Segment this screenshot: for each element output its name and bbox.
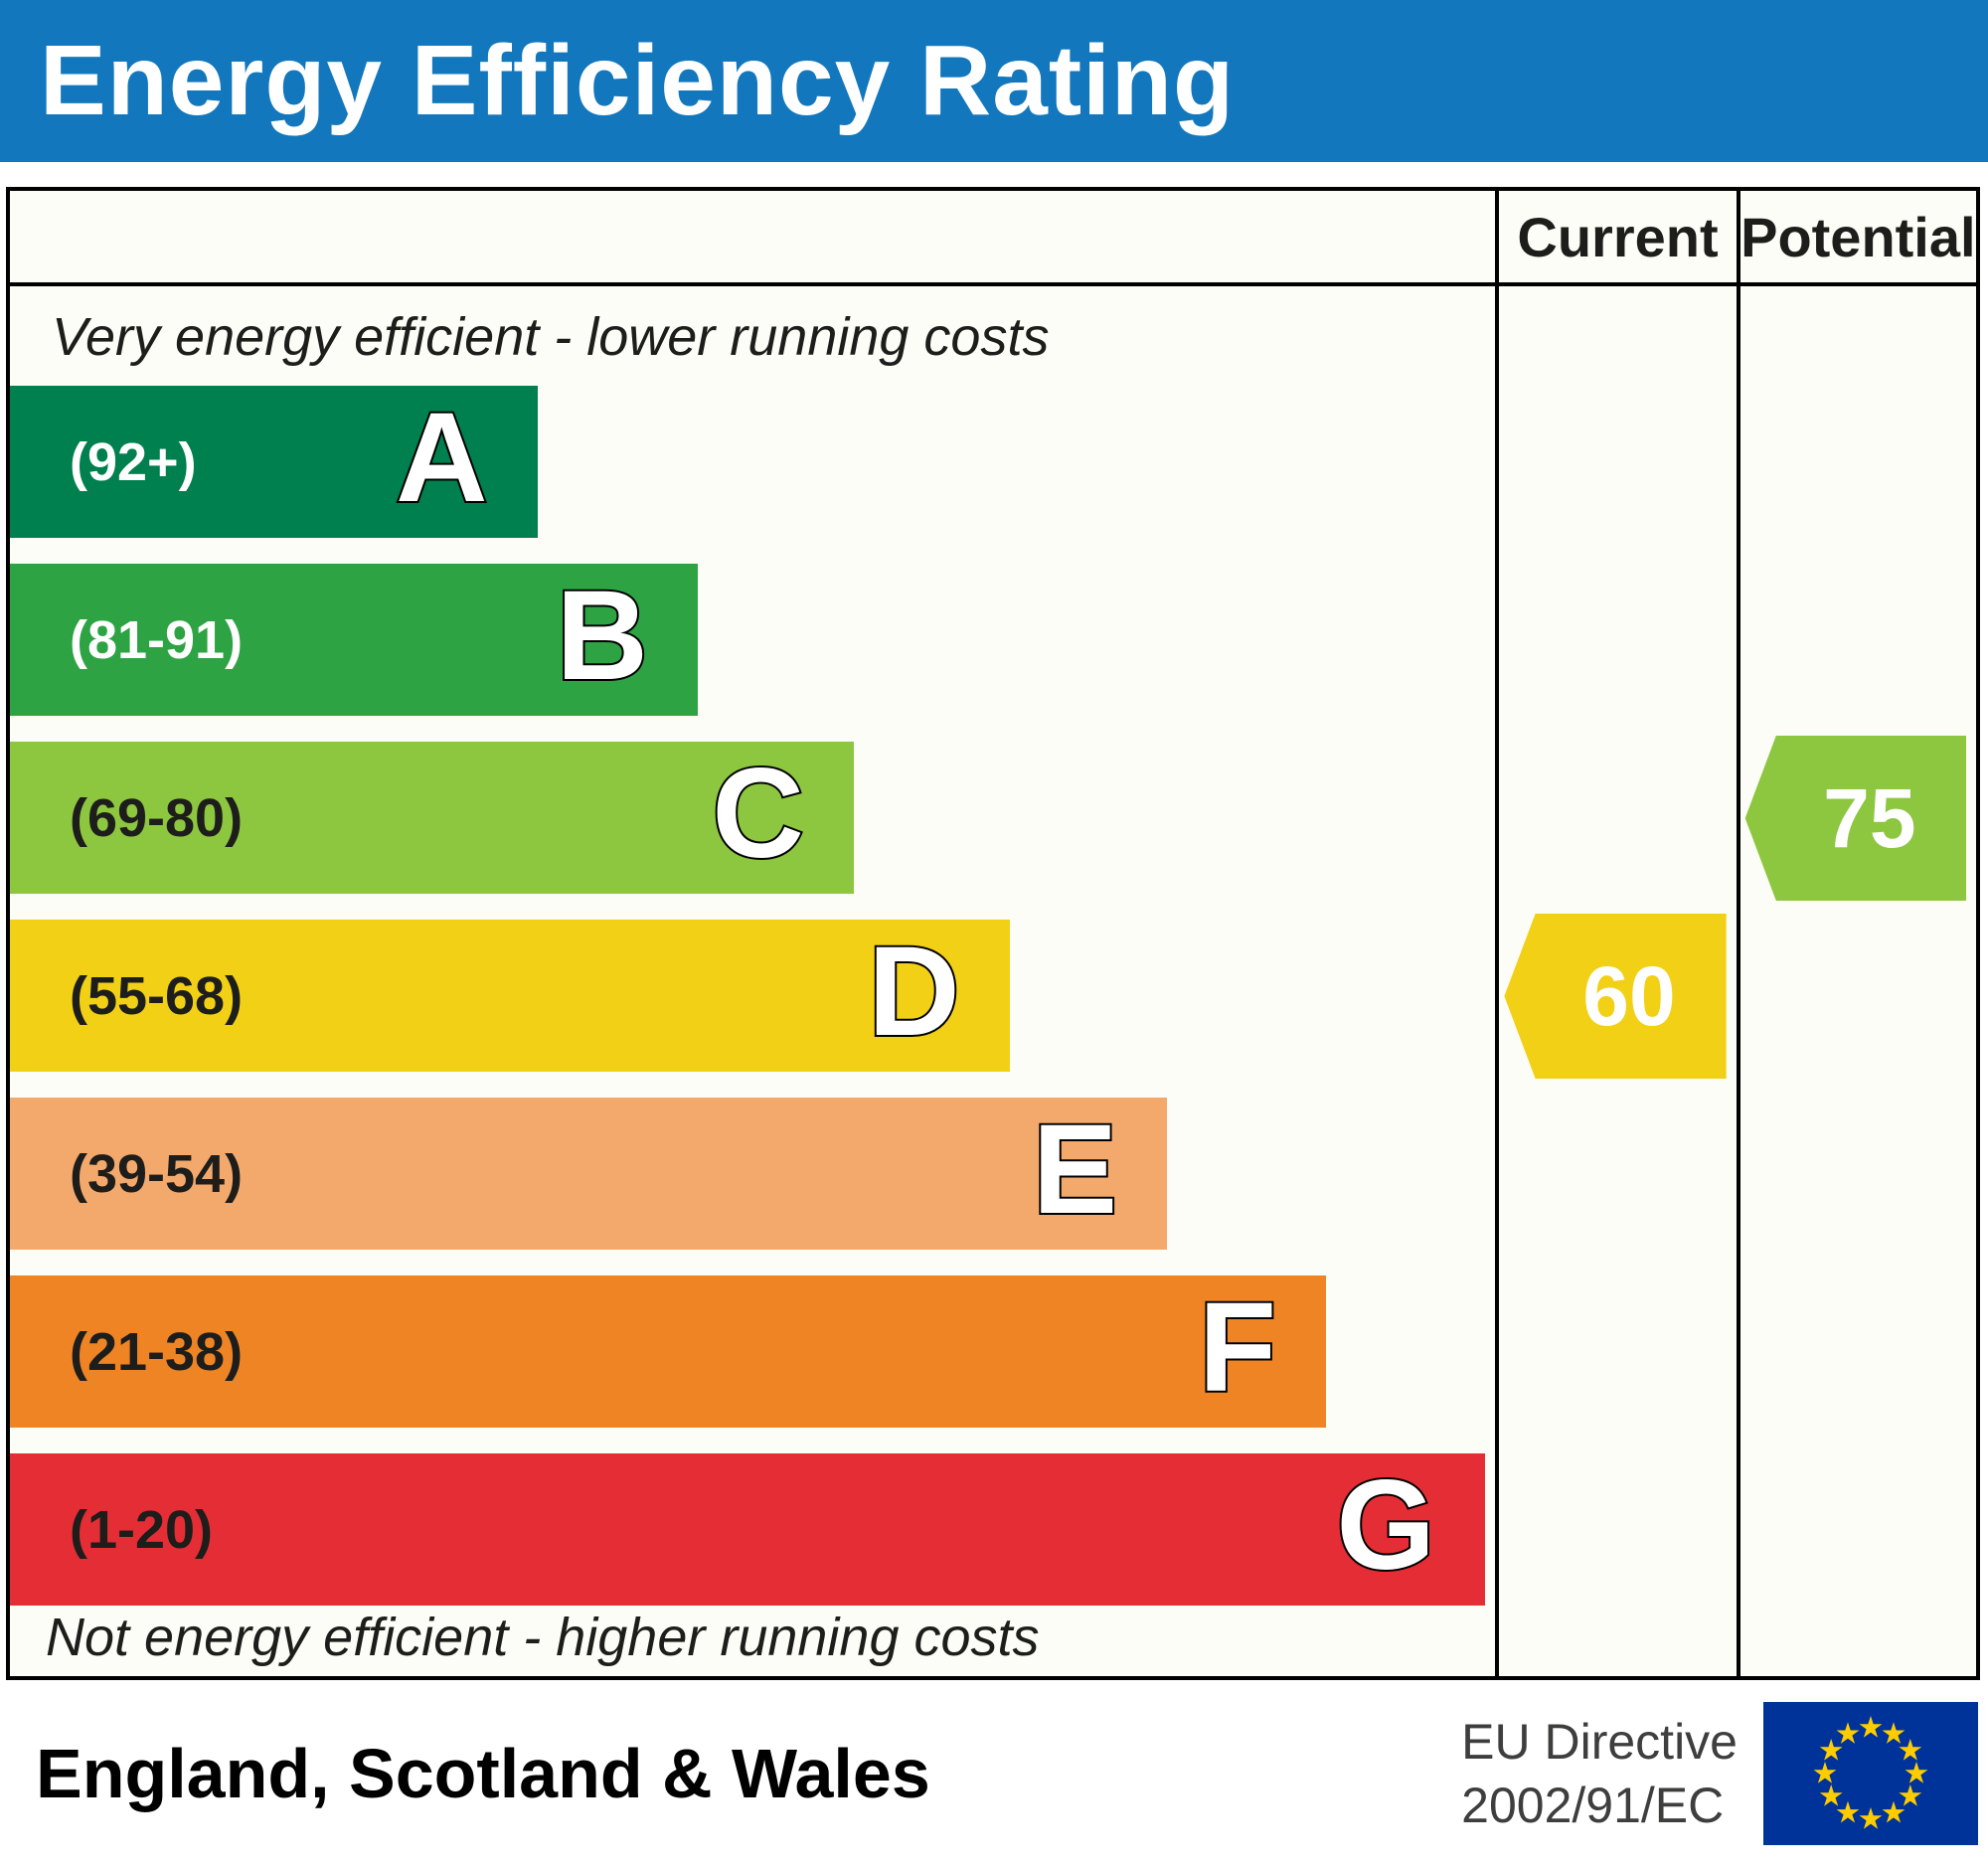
band-range-label: (1-20) bbox=[70, 1499, 214, 1560]
band-list: (92+) A (81-91) B (69-80) C (55-68) D (3… bbox=[10, 386, 1495, 1631]
band-range-label: (55-68) bbox=[70, 965, 244, 1026]
band-letter: A bbox=[394, 386, 489, 529]
header-spacer-cell bbox=[10, 191, 1496, 286]
band-letter: G bbox=[1334, 1453, 1437, 1597]
region-label: England, Scotland & Wales bbox=[36, 1735, 930, 1812]
band-range-label: (39-54) bbox=[70, 1143, 244, 1204]
potential-rating-arrow: 75 bbox=[1744, 736, 1966, 901]
title-bar: Energy Efficiency Rating bbox=[0, 0, 1988, 162]
band-letter: B bbox=[554, 564, 649, 707]
footer: England, Scotland & Wales EU Directive 2… bbox=[0, 1680, 1988, 1867]
band-letter: E bbox=[1031, 1098, 1119, 1241]
rating-chart: Current Potential Very energy efficient … bbox=[6, 187, 1980, 1680]
bands-area: Very energy efficient - lower running co… bbox=[10, 286, 1495, 1676]
current-column: 60 bbox=[1495, 286, 1736, 1676]
band-bar-b: (81-91) B bbox=[10, 564, 698, 716]
band-letter: C bbox=[710, 742, 805, 885]
band-bar-d: (55-68) D bbox=[10, 920, 1010, 1072]
bottom-note: Not energy efficient - higher running co… bbox=[46, 1608, 1040, 1667]
potential-rating-value: 75 bbox=[1823, 770, 1916, 865]
band-letter: D bbox=[866, 920, 961, 1063]
band-bar-e: (39-54) E bbox=[10, 1098, 1168, 1250]
band-range-label: (81-91) bbox=[70, 609, 244, 670]
top-note: Very energy efficient - lower running co… bbox=[52, 307, 1050, 367]
potential-column: 75 bbox=[1736, 286, 1976, 1676]
band-bar-c: (69-80) C bbox=[10, 742, 854, 894]
band-bar-f: (21-38) F bbox=[10, 1275, 1327, 1428]
eu-directive-label: EU Directive 2002/91/EC bbox=[1461, 1710, 1738, 1837]
eu-flag bbox=[1763, 1702, 1978, 1845]
band-range-label: (21-38) bbox=[70, 1321, 244, 1382]
current-column-header: Current bbox=[1495, 191, 1737, 286]
band-bar-a: (92+) A bbox=[10, 386, 538, 538]
band-bar-g: (1-20) G bbox=[10, 1453, 1485, 1606]
potential-column-header: Potential bbox=[1736, 191, 1976, 286]
page-title: Energy Efficiency Rating bbox=[40, 25, 1236, 136]
current-rating-value: 60 bbox=[1582, 948, 1676, 1043]
eu-directive-line1: EU Directive bbox=[1461, 1714, 1738, 1770]
band-range-label: (69-80) bbox=[70, 787, 244, 848]
current-rating-arrow: 60 bbox=[1504, 914, 1727, 1079]
eu-flag-stars bbox=[1813, 1716, 1928, 1829]
band-range-label: (92+) bbox=[70, 431, 197, 492]
eu-directive-line2: 2002/91/EC bbox=[1461, 1778, 1725, 1833]
band-letter: F bbox=[1197, 1275, 1278, 1419]
